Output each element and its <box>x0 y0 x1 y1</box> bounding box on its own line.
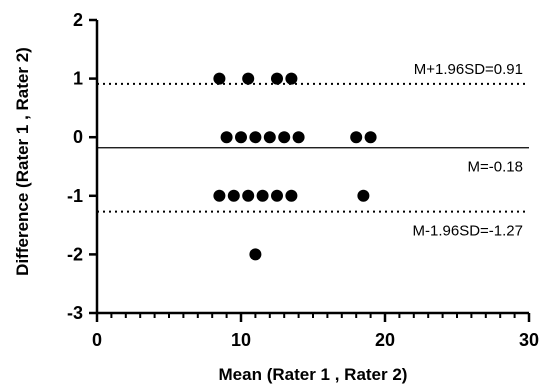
x-tick-label: 10 <box>231 330 251 350</box>
data-point <box>364 131 377 144</box>
y-tick-label: 0 <box>73 127 83 147</box>
data-point <box>263 131 276 144</box>
data-point <box>220 131 233 144</box>
data-point <box>242 189 255 202</box>
data-point <box>285 72 298 85</box>
data-point <box>271 72 283 85</box>
data-point <box>292 131 305 144</box>
y-tick-label: -1 <box>67 186 83 206</box>
data-point <box>256 189 269 202</box>
data-point <box>227 189 240 202</box>
data-point <box>285 189 298 202</box>
data-point <box>242 72 255 85</box>
data-point <box>350 131 363 144</box>
x-axis-title: Mean (Rater 1 , Rater 2) <box>219 365 408 384</box>
reference-line-label: M=-0.18 <box>468 159 523 176</box>
x-tick-label: 20 <box>375 330 395 350</box>
x-tick-label: 0 <box>92 330 102 350</box>
y-tick-label: -2 <box>67 244 83 264</box>
data-point <box>278 131 291 144</box>
reference-line-label: M-1.96SD=-1.27 <box>413 223 523 240</box>
reference-line-label: M+1.96SD=0.91 <box>414 61 523 78</box>
data-point <box>249 131 262 144</box>
data-point <box>213 72 226 85</box>
data-point <box>213 189 226 202</box>
y-axis-title: Difference (Rater 1 , Rater 2) <box>13 47 32 276</box>
data-point <box>357 189 370 202</box>
y-tick-label: 2 <box>73 10 83 30</box>
x-tick-label: 30 <box>519 330 539 350</box>
y-tick-label: -3 <box>67 303 83 323</box>
data-point <box>249 248 262 261</box>
data-point <box>271 189 283 202</box>
data-point <box>235 131 247 144</box>
y-tick-label: 1 <box>73 69 83 89</box>
